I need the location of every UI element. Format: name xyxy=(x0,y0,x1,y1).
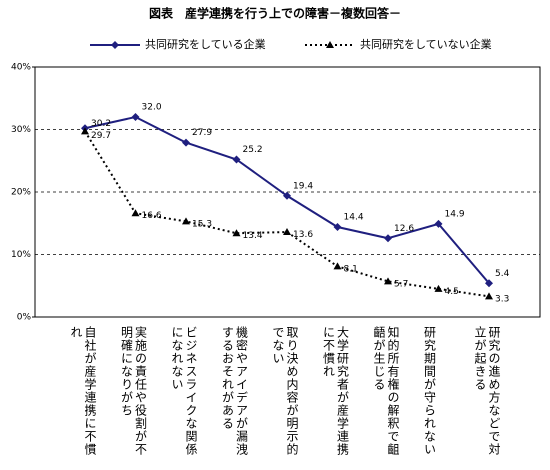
data-label: 5.4 xyxy=(495,269,510,279)
data-label: 4.5 xyxy=(445,287,459,297)
point xyxy=(485,292,493,300)
data-label: 8.1 xyxy=(344,264,358,274)
data-label: 29.7 xyxy=(91,131,111,141)
data-label: 19.4 xyxy=(293,181,313,191)
point xyxy=(182,138,190,147)
y-tick-label: 10% xyxy=(11,250,31,260)
x-tick-label: 機密やアイデアが漏洩するおそれがある xyxy=(220,326,249,456)
point xyxy=(333,262,342,270)
x-tick-label: 大学研究者が産学連携に不慣れ xyxy=(321,326,350,456)
series-line xyxy=(84,115,490,284)
point xyxy=(182,217,190,225)
legend-marker xyxy=(326,41,334,48)
point xyxy=(283,191,291,200)
y-tick-label: 30% xyxy=(11,125,31,135)
x-tick-label: 実施の責任や役割が不明確になりがち xyxy=(119,326,148,456)
legend-label: 共同研究をしていない企業 xyxy=(360,37,492,51)
point xyxy=(434,219,443,228)
point xyxy=(333,223,342,231)
point xyxy=(232,229,241,237)
point xyxy=(232,155,241,164)
legend-marker xyxy=(111,41,119,49)
point xyxy=(81,127,89,135)
y-tick-label: 0% xyxy=(17,313,32,323)
data-label: 12.6 xyxy=(394,224,414,234)
legend-label: 共同研究をしている企業 xyxy=(145,37,266,51)
data-label: 5.7 xyxy=(394,279,408,289)
data-label: 27.9 xyxy=(192,128,212,138)
point xyxy=(131,209,140,217)
point xyxy=(434,284,443,292)
data-label: 32.0 xyxy=(142,103,162,113)
data-label: 30.2 xyxy=(91,119,111,129)
point xyxy=(283,228,291,235)
x-tick-label: 研究期間が守られない xyxy=(422,326,437,456)
point xyxy=(384,234,392,243)
point xyxy=(131,113,140,121)
data-label: 15.3 xyxy=(192,219,212,229)
point xyxy=(485,279,493,288)
data-label: 14.9 xyxy=(445,209,465,219)
data-label: 14.4 xyxy=(344,213,364,223)
y-tick-label: 20% xyxy=(11,188,31,198)
x-tick-label: 知的所有権の解釈で齟齬が生じる xyxy=(372,326,400,456)
point xyxy=(384,277,392,285)
x-tick-label: ビジネスライクな関係になれない xyxy=(170,326,198,456)
chart-title: 図表 産学連携を行う上での障害－複数回答－ xyxy=(149,6,401,21)
data-label: 16.6 xyxy=(142,211,162,221)
x-tick-label: 研究の進め方などで対立が起きる xyxy=(473,326,501,456)
y-tick-label: 40% xyxy=(11,63,31,73)
data-label: 13.4 xyxy=(243,231,263,241)
data-label: 25.2 xyxy=(243,145,263,155)
data-label: 3.3 xyxy=(495,294,509,304)
data-label: 13.6 xyxy=(293,230,313,240)
x-tick-label: 自社が産学連携に不慣れ xyxy=(69,326,97,456)
x-tick-label: 取り決め内容が明示的でない xyxy=(271,326,299,456)
